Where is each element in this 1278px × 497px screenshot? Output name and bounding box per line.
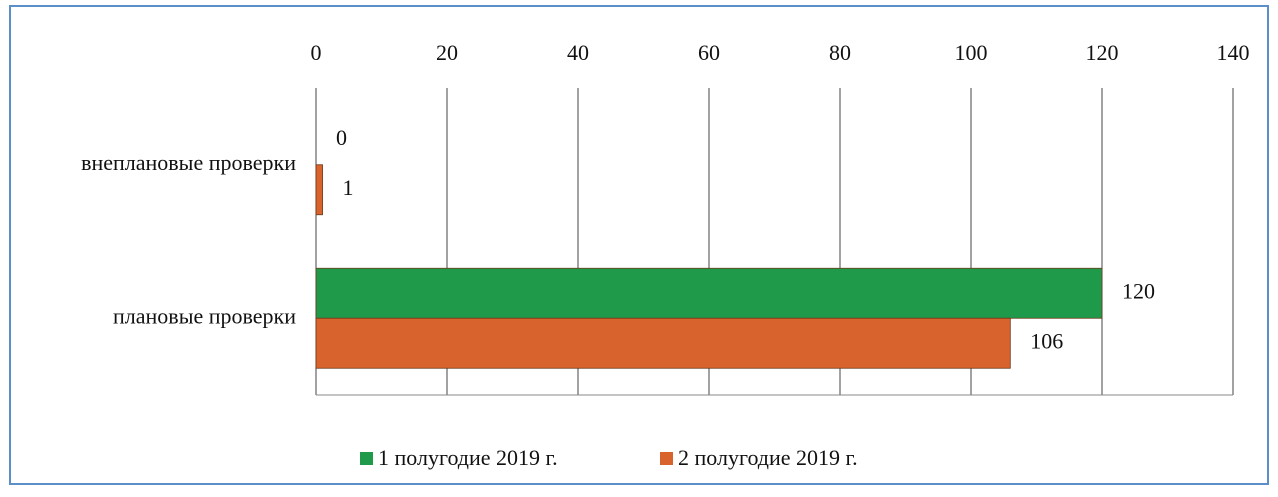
data-label: 0 xyxy=(336,125,347,150)
x-tick-label: 40 xyxy=(567,40,589,65)
data-label: 120 xyxy=(1122,278,1155,303)
x-tick-label: 0 xyxy=(311,40,322,65)
data-label: 106 xyxy=(1030,328,1063,353)
frame xyxy=(9,5,1269,485)
x-tick-label: 80 xyxy=(829,40,851,65)
bar xyxy=(315,267,1103,319)
bar xyxy=(315,317,1011,369)
data-label: 1 xyxy=(343,175,354,200)
x-tick-label: 120 xyxy=(1086,40,1119,65)
legend-label: 1 полугодие 2019 г. xyxy=(378,445,558,470)
legend-label: 2 полугодие 2019 г. xyxy=(678,445,858,470)
y-tick-label: плановые проверки xyxy=(113,303,296,328)
legend-swatch xyxy=(660,452,673,465)
legend-swatch xyxy=(360,452,373,465)
x-tick-label: 140 xyxy=(1217,40,1250,65)
bar xyxy=(315,164,323,216)
x-tick-label: 100 xyxy=(955,40,988,65)
x-tick-label: 60 xyxy=(698,40,720,65)
x-tick-label: 20 xyxy=(436,40,458,65)
y-tick-label: внеплановые проверки xyxy=(81,150,296,175)
